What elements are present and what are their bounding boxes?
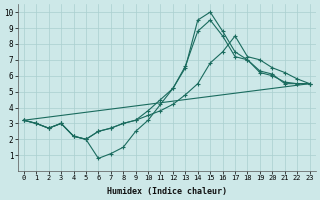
X-axis label: Humidex (Indice chaleur): Humidex (Indice chaleur) <box>107 187 227 196</box>
